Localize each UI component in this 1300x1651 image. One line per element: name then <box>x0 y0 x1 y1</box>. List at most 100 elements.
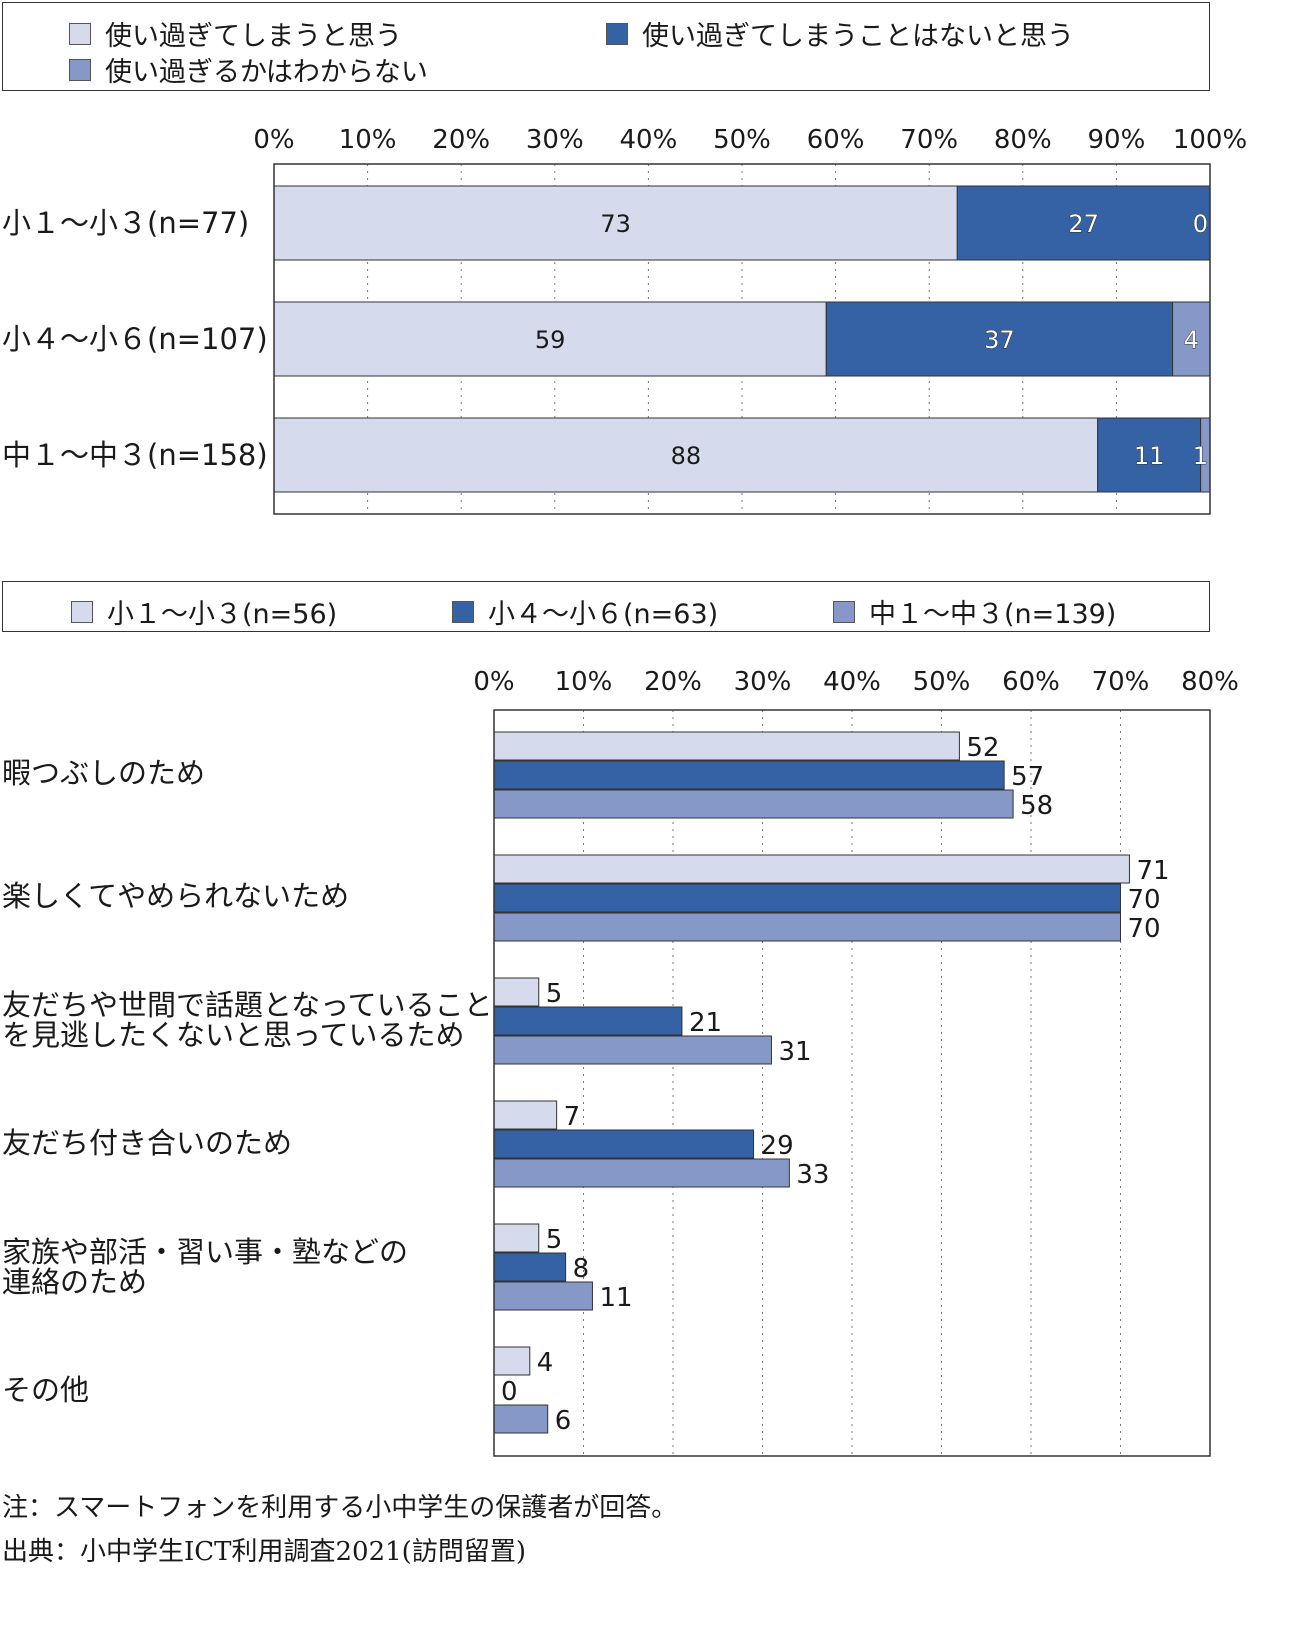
legend-swatch-dark <box>606 22 628 45</box>
legend-chart1: 使い過ぎてしまうと思う 使い過ぎてしまうことはないと思う 使い過ぎるかはわからな… <box>2 2 1210 91</box>
x-tick-label: 10% <box>339 125 397 155</box>
data-label: 4 <box>1184 326 1199 354</box>
bar <box>493 1223 540 1253</box>
data-label: 5 <box>546 1225 563 1255</box>
x-tick-label: 30% <box>734 667 792 697</box>
data-label: 70 <box>1128 914 1161 944</box>
legend-label: 使い過ぎるかはわからない <box>105 57 428 88</box>
stacked-bar-chart: 0% 10% 20% 30% 40% 50% 60% 70% 80% 90% 100% 73 27 0 59… <box>253 125 1247 515</box>
data-label: 71 <box>1136 856 1169 886</box>
bar-segment <box>273 185 958 261</box>
legend-swatch-light <box>69 22 91 45</box>
chart2-category-label: 暇つぶしのため <box>2 756 206 790</box>
x-tick-label: 40% <box>620 125 678 155</box>
chart2-category-label: 友だちや世間で話題となっていること <box>2 988 493 1022</box>
data-label: 0 <box>501 1377 518 1407</box>
bar-segment <box>273 417 1099 493</box>
bar <box>493 1404 549 1434</box>
data-label: 4 <box>537 1348 554 1378</box>
data-label: 33 <box>796 1160 829 1190</box>
bar <box>493 1035 772 1065</box>
bar <box>493 789 1014 819</box>
legend-item-3: 中１～中３(n=139) <box>833 592 1116 631</box>
bar <box>493 1129 755 1159</box>
x-tick-label: 60% <box>807 125 865 155</box>
note-text: 注：スマートフォンを利用する小中学生の保護者が回答。 <box>2 1493 678 1523</box>
data-label: 1 <box>1193 442 1208 470</box>
x-tick-label: 40% <box>823 667 881 697</box>
plot-frame <box>273 163 1211 515</box>
bar <box>493 1346 531 1376</box>
data-label: 88 <box>671 442 702 470</box>
bar-segment <box>273 301 827 377</box>
chart1-category-label: 中１～中３(n=158) <box>2 438 268 472</box>
data-label: 7 <box>564 1102 581 1132</box>
bar-segment <box>1097 417 1202 493</box>
bar <box>493 1252 567 1282</box>
legend-swatch-mid <box>69 58 91 81</box>
data-label: 21 <box>689 1008 722 1038</box>
source-text: 出典：小中学生ICT利用調査2021(訪問留置) <box>2 1537 526 1567</box>
data-label: 6 <box>555 1406 572 1436</box>
legend-label: 使い過ぎてしまうと思う <box>105 21 402 52</box>
data-label: 27 <box>1068 210 1099 238</box>
x-tick-label: 30% <box>526 125 584 155</box>
chart2-category-label: を見逃したくないと思っているため <box>2 1018 465 1052</box>
x-tick-label: 20% <box>432 125 490 155</box>
bar <box>493 912 1121 942</box>
legend-chart2: 小１～小３(n=56) 小４～小６(n=63) 中１～中３(n=139) <box>2 581 1210 632</box>
legend-swatch-light <box>71 600 93 623</box>
bar <box>493 1281 593 1311</box>
chart2-category-label: 家族や部活・習い事・塾などの <box>2 1235 409 1269</box>
bar <box>493 760 1005 790</box>
chart2-category-label: 楽しくてやめられないため <box>2 879 350 913</box>
legend-label: 中１～中３(n=139) <box>869 599 1117 630</box>
chart1-category-label: 小４～小６(n=107) <box>2 322 268 356</box>
bar <box>493 731 960 761</box>
bar <box>493 1100 558 1130</box>
x-tick-label: 0% <box>253 125 294 155</box>
x-tick-label: 90% <box>1088 125 1146 155</box>
x-tick-label: 100% <box>1173 125 1247 155</box>
bar <box>493 883 1121 913</box>
bar <box>493 977 540 1007</box>
bar-segment <box>825 301 1174 377</box>
data-label: 37 <box>984 326 1015 354</box>
legend-label: 小１～小３(n=56) <box>107 599 338 630</box>
legend-item-2: 使い過ぎてしまうことはないと思う <box>606 14 1074 53</box>
x-tick-label: 50% <box>913 667 971 697</box>
data-label: 59 <box>535 326 566 354</box>
chart1-category-label: 小１～小３(n=77) <box>2 206 250 240</box>
chart2-category-label: その他 <box>2 1373 90 1407</box>
x-tick-label: 70% <box>900 125 958 155</box>
data-label: 5 <box>546 979 563 1009</box>
bar <box>493 1006 683 1036</box>
x-tick-label: 0% <box>473 667 514 697</box>
data-label: 57 <box>1011 762 1044 792</box>
data-label: 73 <box>600 210 631 238</box>
bar <box>493 1158 790 1188</box>
legend-item-3: 使い過ぎるかはわからない <box>69 50 428 89</box>
data-label: 58 <box>1020 791 1053 821</box>
plot-frame <box>493 709 1211 1457</box>
data-label: 11 <box>1134 442 1165 470</box>
data-label: 52 <box>966 733 999 763</box>
chart2-category-label: 連絡のため <box>2 1265 148 1299</box>
legend-item-1: 小１～小３(n=56) <box>71 592 337 631</box>
bar-segment <box>956 185 1211 261</box>
grouped-bar-chart: 0% 10% 20% 30% 40% 50% 60% 70% 80%52575871707052… <box>473 667 1239 1457</box>
legend-swatch-dark <box>452 600 474 623</box>
data-label: 31 <box>778 1037 811 1067</box>
data-label: 70 <box>1128 885 1161 915</box>
data-label: 8 <box>573 1254 590 1284</box>
data-label: 29 <box>761 1131 794 1161</box>
data-label: 11 <box>599 1283 632 1313</box>
x-tick-label: 20% <box>644 667 702 697</box>
x-tick-label: 60% <box>1002 667 1060 697</box>
legend-swatch-mid <box>833 600 855 623</box>
x-tick-label: 50% <box>713 125 771 155</box>
legend-item-1: 使い過ぎてしまうと思う <box>69 14 402 53</box>
data-label: 0 <box>1193 210 1208 238</box>
bar <box>493 854 1130 884</box>
x-tick-label: 10% <box>555 667 613 697</box>
